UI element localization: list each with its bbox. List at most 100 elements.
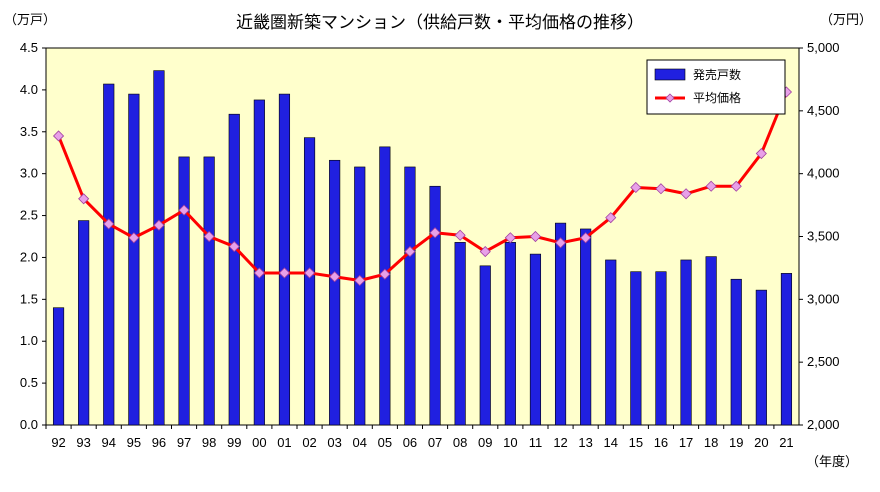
price-marker-01 [278, 267, 291, 279]
x-tick-label: 15 [629, 435, 643, 450]
price-marker-20 [755, 147, 767, 160]
right-tick-label: 4,000 [807, 166, 840, 181]
x-tick-label: 96 [152, 435, 166, 450]
left-tick-label: 0.5 [20, 375, 38, 390]
legend-line-marker [665, 93, 675, 103]
x-tick-label: 10 [503, 435, 517, 450]
bar-96 [153, 70, 165, 426]
x-tick-label: 18 [704, 435, 718, 450]
right-tick-label: 2,500 [807, 354, 840, 369]
x-tick-label: 98 [202, 435, 216, 450]
chart-title: 近畿圏新築マンション（供給戸数・平均価格の推移） [236, 13, 644, 33]
right-tick-label: 3,500 [807, 229, 840, 244]
x-tick-label: 02 [302, 435, 316, 450]
left-tick-label: 3.0 [20, 166, 38, 181]
bar-98 [203, 156, 215, 426]
bar-07 [429, 185, 441, 426]
x-tick-label: 99 [227, 435, 241, 450]
bar-99 [228, 113, 240, 426]
x-tick-label: 21 [779, 435, 793, 450]
x-tick-label: 97 [177, 435, 191, 450]
price-marker-02 [303, 267, 316, 279]
bar-20 [755, 289, 767, 426]
bar-97 [178, 156, 190, 426]
price-marker-05 [379, 268, 391, 280]
x-tick-label: 92 [51, 435, 65, 450]
x-tick-label: 01 [277, 435, 291, 450]
left-tick-label: 3.5 [20, 124, 38, 139]
right-tick-label: 2,000 [807, 417, 840, 432]
bar-18 [705, 256, 717, 426]
x-tick-label: 14 [604, 435, 618, 450]
price-marker-93 [78, 193, 90, 205]
legend-bar-label: 発売戸数 [693, 67, 741, 82]
bar-16 [655, 271, 667, 426]
x-tick-label: 07 [428, 435, 442, 450]
right-tick-label: 3,000 [807, 291, 840, 306]
bar-15 [630, 271, 642, 426]
bar-04 [354, 166, 366, 426]
price-marker-96 [153, 219, 165, 231]
x-tick-label: 20 [754, 435, 768, 450]
right-tick-label: 4,500 [807, 103, 840, 118]
price-marker-92 [52, 130, 65, 142]
price-marker-97 [178, 204, 190, 216]
bar-08 [454, 242, 466, 426]
x-tick-label: 12 [553, 435, 567, 450]
bar-94 [103, 83, 115, 426]
x-tick-label: 00 [252, 435, 266, 450]
price-marker-16 [655, 183, 667, 195]
bar-19 [730, 278, 742, 426]
left-tick-label: 2.0 [20, 249, 38, 264]
bar-92 [52, 307, 65, 426]
bar-21 [780, 273, 793, 426]
price-marker-10 [504, 232, 516, 244]
bar-95 [128, 93, 140, 426]
price-marker-12 [554, 237, 567, 249]
right-tick-label: 5,000 [807, 40, 840, 55]
x-tick-label: 94 [102, 435, 116, 450]
bar-10 [504, 242, 516, 426]
price-marker-19 [730, 180, 742, 192]
x-tick-label: 05 [378, 435, 392, 450]
x-tick-label: 04 [353, 435, 367, 450]
x-tick-label: 13 [578, 435, 592, 450]
price-marker-03 [329, 271, 341, 283]
x-tick-label: 95 [127, 435, 141, 450]
left-tick-label: 1.5 [20, 291, 38, 306]
price-marker-07 [429, 227, 441, 239]
price-marker-98 [203, 230, 215, 243]
bar-05 [379, 146, 391, 426]
price-marker-08 [454, 229, 466, 241]
price-marker-00 [253, 267, 265, 279]
left-tick-label: 0.0 [20, 417, 38, 432]
bar-03 [329, 159, 341, 426]
price-marker-06 [404, 246, 416, 258]
x-tick-label: 17 [679, 435, 693, 450]
x-tick-label: 08 [453, 435, 467, 450]
price-marker-94 [103, 218, 115, 230]
price-marker-95 [128, 232, 140, 244]
legend-line-label: 平均価格 [693, 90, 741, 105]
bar-02 [303, 137, 316, 426]
bar-13 [580, 228, 592, 426]
bar-14 [605, 259, 617, 426]
legend-bar-swatch [654, 68, 686, 81]
left-tick-label: 1.0 [20, 333, 38, 348]
x-axis-unit: （年度） [806, 454, 858, 470]
left-tick-label: 2.5 [20, 208, 38, 223]
price-marker-15 [630, 181, 642, 194]
left-tick-label: 4.5 [20, 40, 38, 55]
bar-12 [554, 222, 567, 426]
price-marker-11 [529, 230, 542, 243]
price-marker-18 [705, 180, 717, 192]
price-marker-04 [354, 274, 366, 287]
x-tick-label: 19 [729, 435, 743, 450]
x-tick-label: 16 [654, 435, 668, 450]
price-marker-09 [479, 246, 491, 258]
price-marker-13 [580, 232, 592, 244]
x-tick-label: 03 [327, 435, 341, 450]
price-marker-99 [228, 240, 240, 253]
